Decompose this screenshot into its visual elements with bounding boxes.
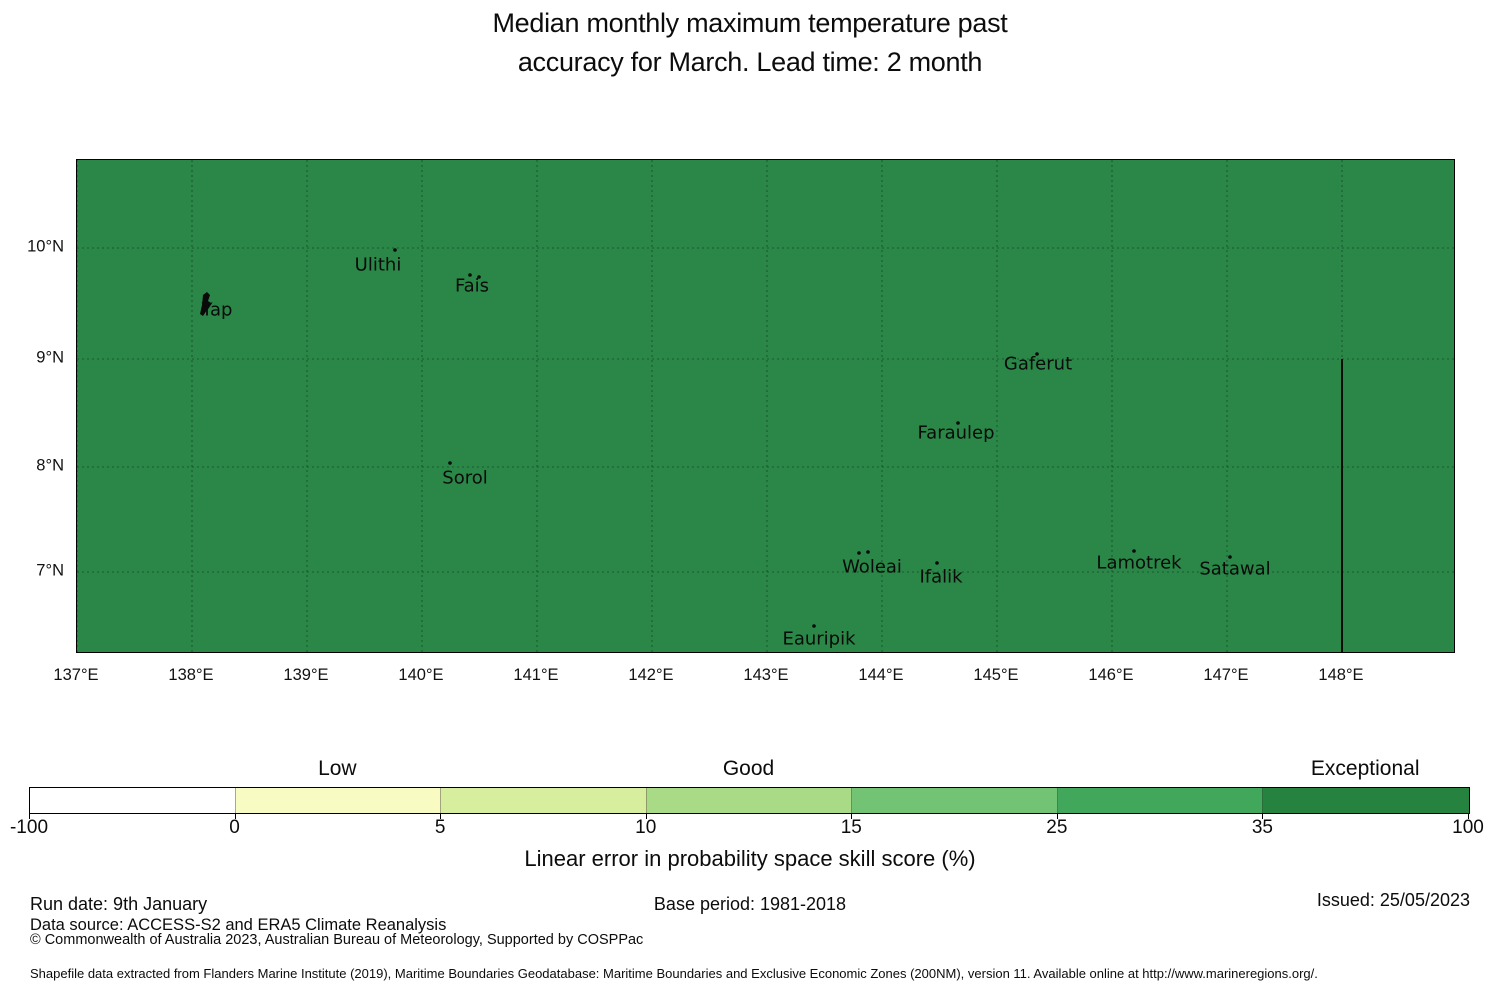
data-source-text: Data source: ACCESS-S2 and ERA5 Climate … <box>30 916 447 934</box>
island-label-yap: Yap <box>201 299 233 321</box>
x-axis-tick-label: 139°E <box>283 666 329 684</box>
colorbar-category-label-good: Good <box>722 757 775 780</box>
island-dot-ulithi <box>393 248 397 252</box>
issued-text: Issued: 25/05/2023 <box>1316 890 1470 910</box>
island-label-woleai: Woleai <box>842 556 902 578</box>
colorbar-tick-label: 15 <box>840 817 862 838</box>
colorbar-tick-mark <box>645 814 647 819</box>
yap-island-shape <box>200 292 211 316</box>
island-label-lamotrek: Lamotrek <box>1096 552 1182 574</box>
x-axis-tick-label: 143°E <box>743 666 789 684</box>
island-dot-fais <box>468 273 472 277</box>
island-dot-faraulep <box>956 421 960 425</box>
colorbar-tick-mark <box>440 814 442 819</box>
island-dot-fais <box>477 275 481 279</box>
colorbar-category-label-low: Low <box>318 757 357 780</box>
island-label-ulithi: Ulithi <box>354 254 402 276</box>
island-dot-gaferut <box>1035 352 1039 356</box>
y-axis-tick-label: 7°N <box>36 561 64 580</box>
colorbar-tick-label: 10 <box>635 817 657 838</box>
island-dot-eauripik <box>812 624 816 628</box>
x-axis-tick-label: 147°E <box>1203 666 1249 684</box>
figure-title: Median monthly maximum temperature past … <box>0 4 1500 82</box>
colorbar-category-label-exceptional: Exceptional <box>1310 757 1420 780</box>
island-label-sorol: Sorol <box>442 467 488 489</box>
island-label-faraulep: Faraulep <box>917 422 995 444</box>
island-dot-sorol <box>448 461 452 465</box>
colorbar-segment-35-to-100 <box>1263 788 1469 813</box>
colorbar-tick-mark <box>234 814 236 819</box>
run-date-text: Run date: 9th January <box>30 894 208 914</box>
x-axis-tick-label: 144°E <box>858 666 904 684</box>
island-dot-woleai <box>866 550 870 554</box>
colorbar-tick-mark <box>1056 814 1058 819</box>
x-axis-tick-label: 137°E <box>53 666 99 684</box>
colorbar-tick-label: 5 <box>434 817 446 838</box>
colorbar-segment-0-to-5 <box>235 788 442 813</box>
island-dot-satawal <box>1228 555 1232 559</box>
figure-title-line1: Median monthly maximum temperature past <box>492 8 1008 38</box>
colorbar-segment-15-to-25 <box>852 788 1058 813</box>
colorbar-tick-label: 35 <box>1251 817 1273 838</box>
colorbar-segment-5-to-10 <box>441 788 647 813</box>
x-axis-tick-label: 148°E <box>1318 666 1364 684</box>
x-axis-tick-label: 142°E <box>628 666 674 684</box>
colorbar-tick-label: 100 <box>1452 817 1484 838</box>
island-label-ifalik: Ifalik <box>919 566 963 588</box>
colorbar-segment-10-to-15 <box>646 788 853 813</box>
y-axis-tick-label: 8°N <box>36 456 64 475</box>
colorbar-segment--100-to-0 <box>30 788 236 813</box>
y-axis-tick-label: 10°N <box>27 237 64 256</box>
colorbar-axis-label: Linear error in probability space skill … <box>524 846 976 871</box>
x-axis-tick-label: 145°E <box>973 666 1019 684</box>
figure-title-line2: accuracy for March. Lead time: 2 month <box>517 47 983 77</box>
y-axis-tick-label: 9°N <box>36 348 64 367</box>
island-dot-woleai <box>857 551 861 555</box>
x-axis-tick-label: 146°E <box>1088 666 1134 684</box>
island-dot-lamotrek <box>1132 549 1136 553</box>
x-axis-tick-label: 140°E <box>398 666 444 684</box>
colorbar-tick-mark <box>1262 814 1264 819</box>
island-label-fais: Fais <box>454 275 490 297</box>
colorbar-tick-label: 0 <box>229 817 240 838</box>
map-area: Yap Ulithi Fais Sorol Gaferut Faraulep Woleai I… <box>76 159 1455 653</box>
map-graphics <box>77 160 1454 652</box>
colorbar-tick-mark <box>29 814 30 819</box>
x-axis-tick-label: 141°E <box>513 666 559 684</box>
base-period-text: Base period: 1981-2018 <box>653 894 847 914</box>
island-label-eauripik: Eauripik <box>782 628 856 650</box>
island-dot-ifalik <box>935 561 939 565</box>
colorbar-tick-label: 25 <box>1046 817 1068 838</box>
colorbar-tick-mark <box>1468 814 1469 819</box>
colorbar-segment-25-to-35 <box>1057 788 1264 813</box>
colorbar-tick-mark <box>851 814 853 819</box>
colorbar-tick-label: -100 <box>9 817 49 838</box>
colorbar-bar <box>29 787 1470 814</box>
shapefile-note-text: Shapefile data extracted from Flanders M… <box>30 966 1318 981</box>
island-label-satawal: Satawal <box>1199 558 1271 580</box>
island-label-gaferut: Gaferut <box>1003 353 1073 375</box>
copyright-text: © Commonwealth of Australia 2023, Austra… <box>30 932 644 948</box>
x-axis-tick-label: 138°E <box>168 666 214 684</box>
